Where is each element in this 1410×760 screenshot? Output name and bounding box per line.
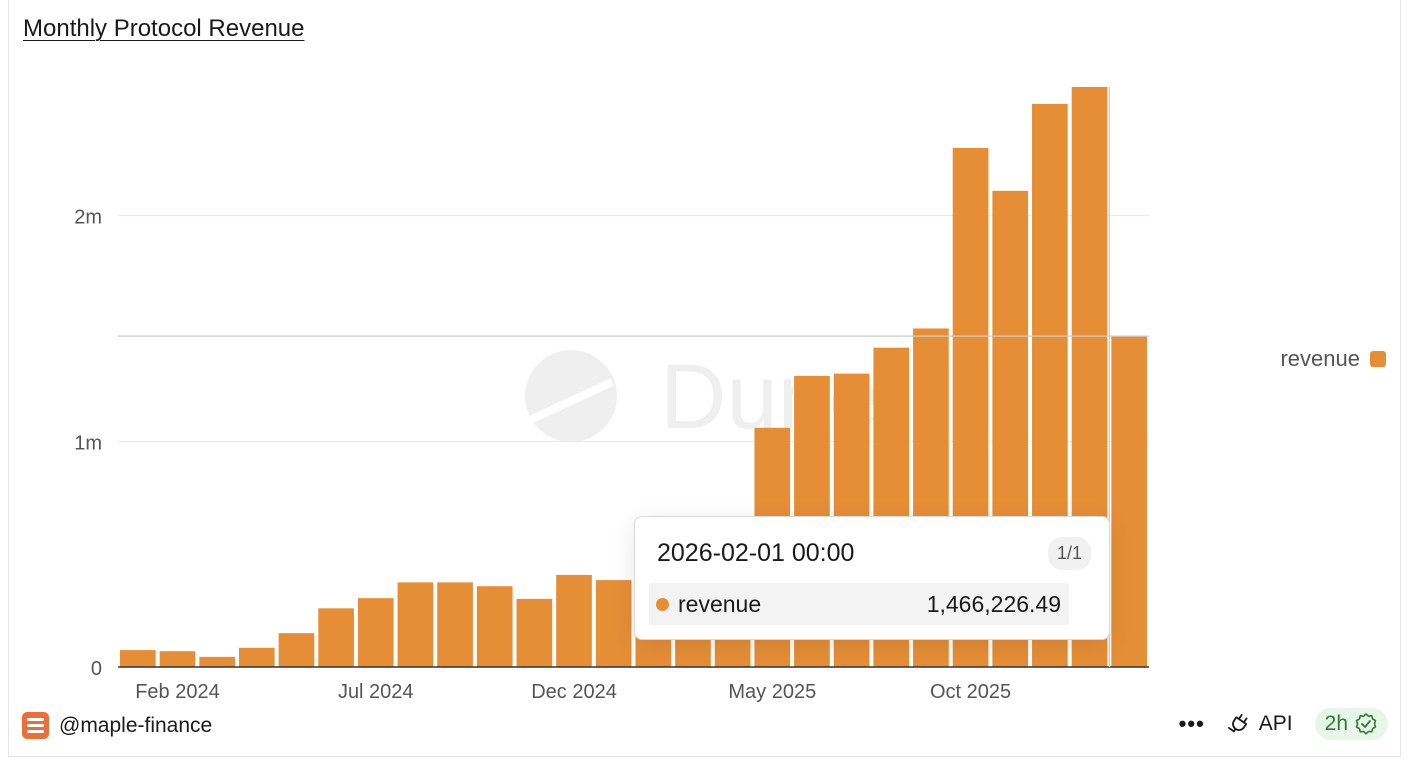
series-dot-icon [656, 598, 669, 611]
bar[interactable] [357, 598, 394, 667]
bar[interactable] [318, 608, 354, 667]
freshness-label: 2h [1324, 712, 1348, 735]
more-options-button[interactable]: ••• [1178, 711, 1205, 736]
tooltip-value: 1,466,226.49 [926, 591, 1061, 617]
x-tick-label: Dec 2024 [531, 681, 617, 703]
tooltip-page-indicator: 1/1 [1047, 537, 1091, 570]
tooltip-series-name: revenue [678, 591, 762, 617]
bar[interactable] [397, 582, 434, 667]
x-tick-label: Jul 2024 [338, 681, 414, 703]
chart-title[interactable]: Monthly Protocol Revenue [23, 15, 305, 42]
bar[interactable] [120, 650, 156, 667]
plug-icon [1227, 714, 1248, 733]
legend[interactable]: revenue [1280, 346, 1386, 372]
maple-finance-logo-icon [22, 712, 49, 739]
bar[interactable] [1111, 336, 1147, 667]
bar[interactable] [159, 651, 196, 667]
footer-actions: ••• API 2h [1179, 708, 1388, 740]
y-tick-label: 2m [74, 207, 102, 229]
legend-label: revenue [1280, 346, 1360, 371]
freshness-badge[interactable]: 2h [1314, 708, 1388, 740]
x-tick-label: May 2025 [728, 681, 816, 703]
api-button[interactable]: API [1227, 712, 1293, 736]
bar[interactable] [556, 574, 592, 667]
tooltip-date: 2026-02-01 00:00 [657, 539, 855, 567]
bar[interactable] [516, 598, 553, 667]
x-tick-label: Oct 2025 [930, 681, 1011, 703]
legend-swatch [1370, 351, 1386, 367]
verified-badge-icon [1355, 713, 1377, 735]
tooltip: 2026-02-01 00:00 1/1 revenue 1,466,226.4… [634, 516, 1110, 640]
bar[interactable] [278, 633, 315, 667]
y-tick-label: 1m [74, 432, 102, 454]
chart-card [8, 0, 1401, 757]
bar[interactable] [437, 582, 473, 667]
owner-link[interactable]: @maple-finance [22, 712, 212, 739]
x-tick-label: Feb 2024 [135, 681, 220, 703]
owner-name: @maple-finance [59, 713, 213, 737]
bar[interactable] [595, 580, 632, 667]
api-label: API [1258, 712, 1293, 735]
y-tick-label: 0 [91, 658, 102, 680]
bar[interactable] [199, 656, 235, 667]
tooltip-row: revenue 1,466,226.49 [649, 583, 1069, 625]
bar[interactable] [476, 586, 513, 667]
bar[interactable] [238, 647, 275, 667]
